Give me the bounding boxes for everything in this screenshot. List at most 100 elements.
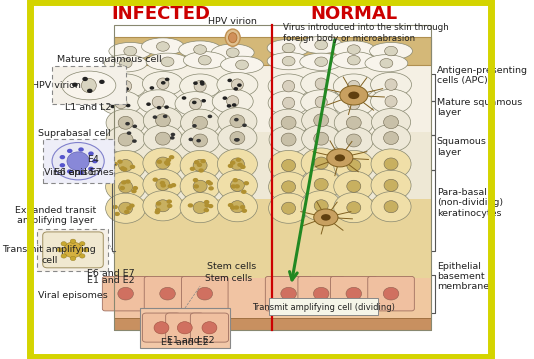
Circle shape [112,205,118,209]
Ellipse shape [347,180,361,192]
Circle shape [72,83,77,87]
Circle shape [132,139,137,143]
Ellipse shape [380,59,393,68]
Ellipse shape [371,170,411,200]
Ellipse shape [346,287,362,300]
Ellipse shape [118,116,133,129]
Ellipse shape [143,125,183,152]
Ellipse shape [106,150,146,181]
Circle shape [231,184,236,188]
Circle shape [240,205,245,209]
Circle shape [163,115,168,118]
Circle shape [205,203,210,208]
Ellipse shape [194,45,207,54]
Ellipse shape [119,202,132,214]
Circle shape [70,256,76,261]
Ellipse shape [81,78,96,93]
Circle shape [190,167,195,171]
Ellipse shape [193,116,208,129]
FancyBboxPatch shape [103,276,149,311]
Text: Antigen-presenting
cells (APC): Antigen-presenting cells (APC) [437,66,528,85]
Text: HPV virion: HPV virion [32,81,81,90]
Circle shape [132,186,138,190]
Text: Mature squamous cell: Mature squamous cell [57,55,162,64]
Circle shape [203,208,209,212]
Ellipse shape [384,179,398,191]
Circle shape [200,80,205,84]
Ellipse shape [372,124,411,151]
Ellipse shape [371,149,411,179]
Circle shape [165,78,169,81]
Ellipse shape [64,242,82,258]
Ellipse shape [300,36,343,53]
Ellipse shape [282,56,295,66]
Ellipse shape [143,148,183,178]
Ellipse shape [100,91,142,115]
Circle shape [83,248,89,252]
Ellipse shape [334,192,374,223]
Ellipse shape [333,74,374,98]
Circle shape [161,183,166,188]
Ellipse shape [156,42,169,51]
Ellipse shape [267,52,310,70]
Ellipse shape [143,71,183,96]
Ellipse shape [371,89,412,113]
Ellipse shape [143,107,183,134]
Circle shape [161,81,166,85]
Ellipse shape [175,92,216,116]
Circle shape [60,163,65,167]
Ellipse shape [281,133,296,146]
Circle shape [171,183,176,187]
Circle shape [200,82,205,86]
Circle shape [60,155,65,159]
Bar [114,65,430,132]
Ellipse shape [62,71,116,100]
Ellipse shape [119,59,132,68]
Ellipse shape [180,127,219,154]
Ellipse shape [211,44,254,61]
Ellipse shape [152,96,164,108]
Circle shape [235,138,240,141]
Ellipse shape [334,171,374,201]
Ellipse shape [105,74,146,98]
Circle shape [235,158,241,162]
Bar [114,132,430,199]
Circle shape [153,177,158,182]
Ellipse shape [281,159,296,172]
Ellipse shape [183,52,226,69]
FancyBboxPatch shape [269,298,379,315]
Ellipse shape [218,124,257,151]
Text: Stem cells: Stem cells [207,262,256,271]
Ellipse shape [230,179,245,191]
Ellipse shape [193,134,208,147]
Circle shape [201,99,206,103]
FancyBboxPatch shape [43,139,114,183]
Circle shape [233,87,238,90]
Circle shape [208,115,212,118]
Ellipse shape [212,89,253,113]
Ellipse shape [138,90,179,114]
Circle shape [227,203,233,207]
Circle shape [150,86,154,90]
Ellipse shape [156,178,170,190]
Text: E1 and E2: E1 and E2 [167,336,215,345]
Ellipse shape [268,91,309,115]
Ellipse shape [193,159,207,172]
Circle shape [120,186,125,190]
Ellipse shape [281,181,296,193]
Circle shape [241,209,247,213]
Ellipse shape [180,192,220,223]
Circle shape [193,81,198,85]
Ellipse shape [281,287,296,300]
Ellipse shape [300,53,343,70]
Ellipse shape [120,80,132,92]
Circle shape [227,79,232,82]
Circle shape [156,201,161,206]
Ellipse shape [190,98,201,109]
Ellipse shape [385,95,397,107]
Text: Epithelial
basement
membrane: Epithelial basement membrane [437,261,489,292]
Circle shape [168,184,173,188]
Ellipse shape [315,40,328,50]
Ellipse shape [106,109,145,136]
Circle shape [87,89,92,93]
